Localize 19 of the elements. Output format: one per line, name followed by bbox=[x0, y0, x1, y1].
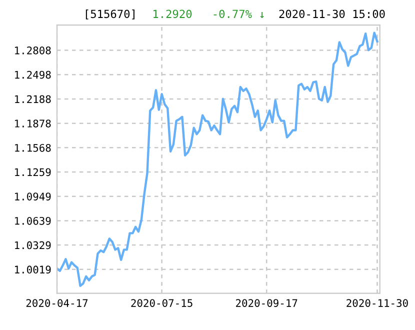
text: 2020-11-30 15:00 bbox=[279, 10, 385, 18]
y-tick-label: 1.0019 bbox=[15, 266, 51, 274]
text: -0.77% ↓ bbox=[214, 10, 264, 18]
x-tick-label: 2020-07-15 bbox=[131, 299, 192, 307]
y-tick-label: 1.1878 bbox=[15, 120, 51, 128]
chart-title: [515670] bbox=[86, 10, 134, 20]
y-tick-label: 1.2498 bbox=[15, 70, 51, 79]
x-tick-label: 2020-04-17 bbox=[26, 299, 88, 307]
y-tick-label: 1.1259 bbox=[15, 168, 51, 176]
y-tick-label: 1.0639 bbox=[15, 216, 51, 225]
y-tick-label: 1.2188 bbox=[15, 95, 51, 104]
x-tick-label: 2020-11-30 bbox=[346, 299, 408, 307]
y-tick-label: 1.2808 bbox=[15, 46, 51, 54]
y-tick-label: 1.0329 bbox=[15, 241, 51, 250]
y-tick-label: 1.0949 bbox=[15, 192, 51, 200]
x-tick-label: 2020-09-17 bbox=[236, 299, 298, 307]
y-tick-label: 1.1568 bbox=[15, 144, 51, 152]
text: 1.2920 bbox=[153, 10, 192, 18]
line-series bbox=[56, 32, 378, 287]
